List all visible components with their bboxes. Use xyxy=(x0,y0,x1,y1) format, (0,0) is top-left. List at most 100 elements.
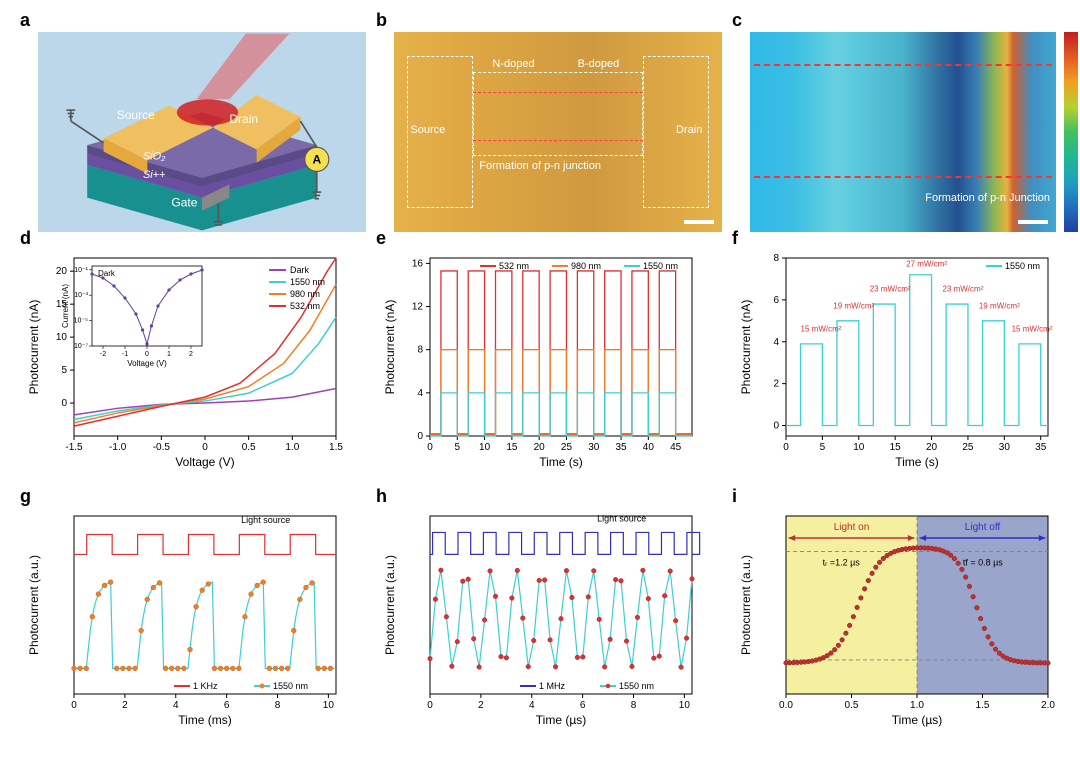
svg-text:A: A xyxy=(312,153,321,167)
svg-text:0: 0 xyxy=(783,442,789,453)
svg-text:0: 0 xyxy=(202,442,208,453)
svg-text:15: 15 xyxy=(506,442,518,453)
svg-text:2: 2 xyxy=(478,700,484,711)
device-schematic: ASourceDrainSiO₂Si++Gate xyxy=(38,32,366,232)
svg-text:tf = 0.8 µs: tf = 0.8 µs xyxy=(963,558,1003,568)
svg-text:532 nm: 532 nm xyxy=(290,301,320,311)
rise-fall-chart: 0.00.51.01.52.0Time (µs)Photocurrent (a.… xyxy=(732,508,1060,728)
svg-text:-1.5: -1.5 xyxy=(65,442,83,453)
scalebar-c xyxy=(1018,220,1048,224)
iv-chart: -1.5-1.0-0.500.51.01.505101520Voltage (V… xyxy=(20,250,348,470)
svg-text:0: 0 xyxy=(773,421,779,432)
svg-text:Photocurrent (nA): Photocurrent (nA) xyxy=(27,300,41,395)
svg-text:8: 8 xyxy=(631,700,637,711)
svg-text:20: 20 xyxy=(534,442,546,453)
svg-text:Dark: Dark xyxy=(98,269,116,278)
svg-text:0: 0 xyxy=(427,700,433,711)
svg-text:0: 0 xyxy=(61,398,67,409)
svg-text:1: 1 xyxy=(167,351,171,358)
svg-text:Light on: Light on xyxy=(834,522,870,533)
svg-text:2: 2 xyxy=(773,379,779,390)
svg-text:1.0: 1.0 xyxy=(910,700,924,711)
panel-f: f 0510152025303502468Time (s)Photocurren… xyxy=(732,230,1060,470)
svg-text:Light source: Light source xyxy=(241,515,290,525)
pn-label: Formation of p-n junction xyxy=(479,160,601,172)
svg-text:10⁻⁷: 10⁻⁷ xyxy=(74,343,88,350)
bdoped-label: B-doped xyxy=(578,58,620,70)
svg-text:Voltage (V): Voltage (V) xyxy=(127,359,167,368)
svg-text:20: 20 xyxy=(926,442,938,453)
svg-text:1550 nm: 1550 nm xyxy=(273,681,308,691)
svg-text:1.5: 1.5 xyxy=(976,700,990,711)
panel-label-d: d xyxy=(20,228,31,249)
panel-label-a: a xyxy=(20,10,30,31)
svg-text:20: 20 xyxy=(56,266,68,277)
svg-text:Drain: Drain xyxy=(229,112,258,126)
scalebar-b xyxy=(684,220,714,224)
svg-text:35: 35 xyxy=(1035,442,1047,453)
svg-text:1 MHz: 1 MHz xyxy=(539,681,566,691)
svg-text:30: 30 xyxy=(999,442,1011,453)
svg-text:Light off: Light off xyxy=(965,522,1001,533)
panel-h: h 0246810Time (µs)Photocurrent (a.u.)Lig… xyxy=(376,488,704,728)
svg-text:10: 10 xyxy=(323,700,335,711)
panel-c: c Formation of p-n Junction 1.51.00.50-0… xyxy=(732,12,1060,212)
svg-text:1.5: 1.5 xyxy=(329,442,343,453)
svg-text:23 mW/cm²: 23 mW/cm² xyxy=(942,285,983,294)
panel-label-e: e xyxy=(376,228,386,249)
svg-text:Photocurrent (nA): Photocurrent (nA) xyxy=(383,300,397,395)
svg-text:-0.5: -0.5 xyxy=(153,442,171,453)
svg-text:Photocurrent (a.u.): Photocurrent (a.u.) xyxy=(739,555,753,655)
svg-text:10: 10 xyxy=(853,442,865,453)
svg-text:2.0: 2.0 xyxy=(1041,700,1055,711)
svg-text:0.5: 0.5 xyxy=(242,442,256,453)
svg-text:25: 25 xyxy=(561,442,573,453)
khz-chart: 0246810Time (ms)Photocurrent (a.u.)Light… xyxy=(20,508,348,728)
svg-text:5: 5 xyxy=(455,442,461,453)
svg-text:Photocurrent (nA): Photocurrent (nA) xyxy=(739,300,753,395)
panel-i: i 0.00.51.01.52.0Time (µs)Photocurrent (… xyxy=(732,488,1060,728)
svg-text:19 mW/cm²: 19 mW/cm² xyxy=(833,301,874,310)
svg-text:15 mW/cm²: 15 mW/cm² xyxy=(1012,324,1053,333)
photocurrent-map: Formation of p-n Junction 1.51.00.50-0.5 xyxy=(750,32,1078,232)
power-steps-chart: 0510152025303502468Time (s)Photocurrent … xyxy=(732,250,1060,470)
time-pulses-chart: 0510152025303540450481216Time (s)Photocu… xyxy=(376,250,704,470)
svg-text:0.0: 0.0 xyxy=(779,700,793,711)
svg-text:-1.0: -1.0 xyxy=(109,442,127,453)
svg-text:4: 4 xyxy=(417,388,423,399)
svg-text:Si++: Si++ xyxy=(143,169,165,181)
svg-text:Current (nA): Current (nA) xyxy=(61,284,70,328)
svg-text:0: 0 xyxy=(145,351,149,358)
svg-text:980 nm: 980 nm xyxy=(290,289,320,299)
svg-text:4: 4 xyxy=(173,700,179,711)
svg-text:Time (s): Time (s) xyxy=(539,455,583,469)
svg-text:15: 15 xyxy=(890,442,902,453)
svg-text:1550 nm: 1550 nm xyxy=(619,681,654,691)
svg-text:980 nm: 980 nm xyxy=(571,261,601,271)
svg-text:Photocurrent (a.u.): Photocurrent (a.u.) xyxy=(27,555,41,655)
svg-text:10⁻⁵: 10⁻⁵ xyxy=(74,318,88,325)
svg-text:2: 2 xyxy=(189,351,193,358)
svg-text:10⁻¹: 10⁻¹ xyxy=(74,267,88,274)
svg-text:16: 16 xyxy=(412,258,424,269)
svg-text:1550 nm: 1550 nm xyxy=(643,261,678,271)
svg-text:8: 8 xyxy=(275,700,281,711)
svg-text:27 mW/cm²: 27 mW/cm² xyxy=(906,259,947,268)
svg-text:Time (µs): Time (µs) xyxy=(536,713,586,727)
svg-text:35: 35 xyxy=(615,442,627,453)
svg-text:12: 12 xyxy=(412,302,424,313)
svg-text:1.0: 1.0 xyxy=(285,442,299,453)
drain-label: Drain xyxy=(676,124,702,136)
svg-text:10: 10 xyxy=(479,442,491,453)
svg-text:532 nm: 532 nm xyxy=(499,261,529,271)
svg-text:19 mW/cm²: 19 mW/cm² xyxy=(979,301,1020,310)
mhz-chart: 0246810Time (µs)Photocurrent (a.u.)Light… xyxy=(376,508,704,728)
svg-text:10: 10 xyxy=(679,700,691,711)
panel-label-b: b xyxy=(376,10,387,31)
svg-text:23 mW/cm²: 23 mW/cm² xyxy=(870,285,911,294)
svg-text:6: 6 xyxy=(224,700,230,711)
svg-text:8: 8 xyxy=(417,345,423,356)
svg-text:Dark: Dark xyxy=(290,265,310,275)
panel-label-i: i xyxy=(732,486,737,507)
panel-label-g: g xyxy=(20,486,31,507)
